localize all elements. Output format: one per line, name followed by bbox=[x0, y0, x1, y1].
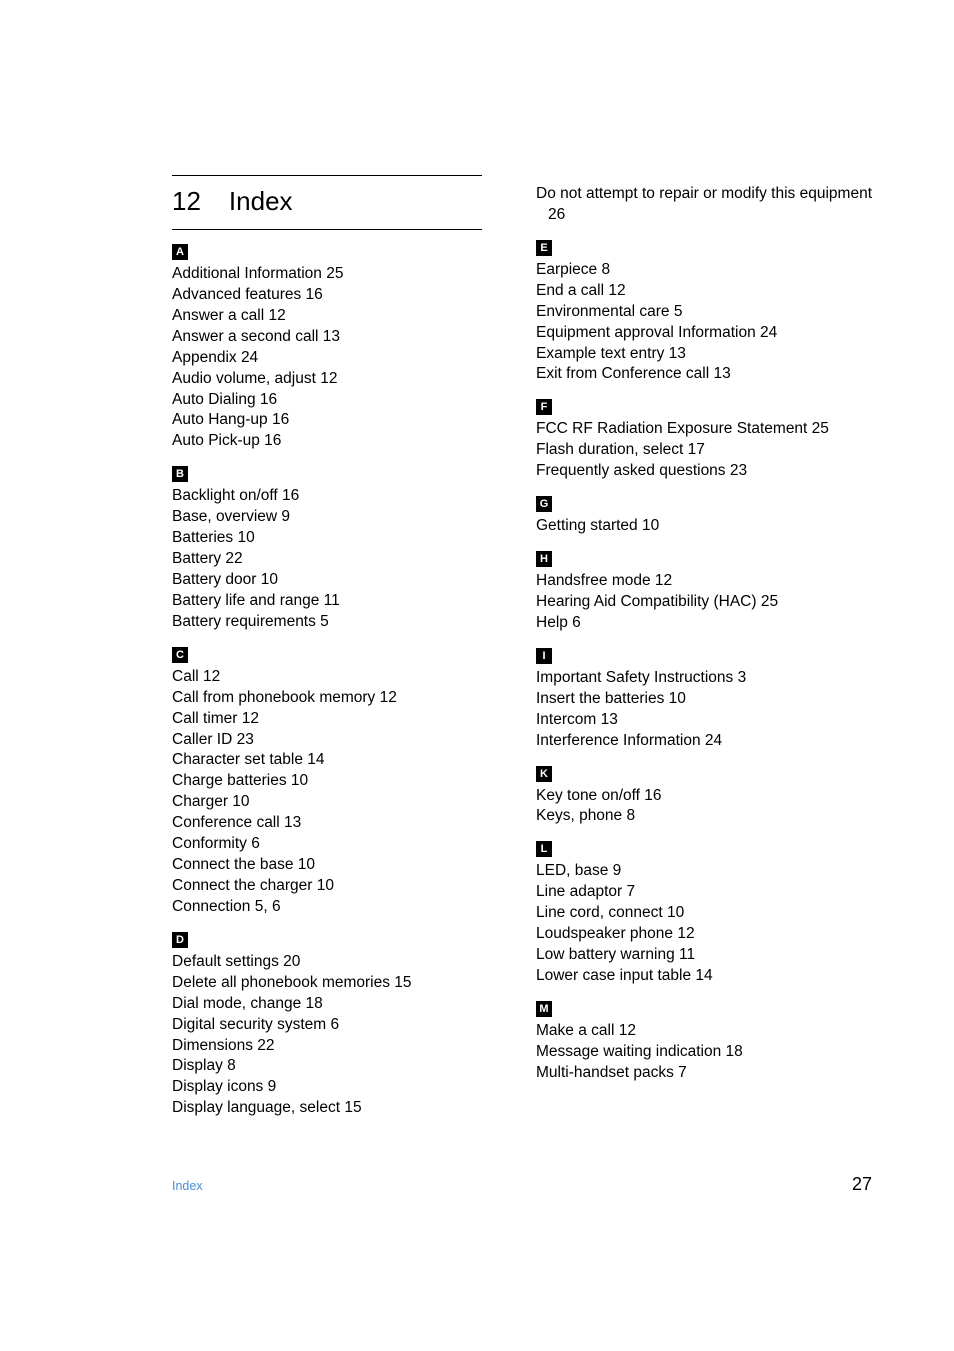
index-columns: A Additional Information 25Advanced featu… bbox=[172, 242, 872, 1142]
index-entry: Answer a call 12 bbox=[172, 306, 508, 327]
index-entry: Battery 22 bbox=[172, 549, 508, 570]
index-entry: Interference Information 24 bbox=[536, 731, 872, 752]
index-entry: Auto Pick-up 16 bbox=[172, 431, 508, 452]
index-entry: Environmental care 5 bbox=[536, 302, 872, 323]
index-entry: Exit from Conference call 13 bbox=[536, 364, 872, 385]
rule-top bbox=[172, 175, 482, 176]
index-entry: Line cord, connect 10 bbox=[536, 903, 872, 924]
index-entry: Important Safety Instructions 3 bbox=[536, 668, 872, 689]
index-entry: Digital security system 6 bbox=[172, 1015, 508, 1036]
index-entry: Do not attempt to repair or modify this … bbox=[536, 184, 872, 226]
index-entry: Display 8 bbox=[172, 1056, 508, 1077]
index-entry: Charge batteries 10 bbox=[172, 771, 508, 792]
index-entry: Low battery warning 11 bbox=[536, 945, 872, 966]
index-entry: Dimensions 22 bbox=[172, 1036, 508, 1057]
index-entry: Batteries 10 bbox=[172, 528, 508, 549]
index-entry: Default settings 20 bbox=[172, 952, 508, 973]
index-entry: Key tone on/off 16 bbox=[536, 786, 872, 807]
index-entry: Display language, select 15 bbox=[172, 1098, 508, 1119]
index-letter-badge: H bbox=[536, 551, 552, 567]
index-entry: Message waiting indication 18 bbox=[536, 1042, 872, 1063]
index-entry: Handsfree mode 12 bbox=[536, 571, 872, 592]
index-entry: End a call 12 bbox=[536, 281, 872, 302]
index-column-left: A Additional Information 25Advanced featu… bbox=[172, 242, 508, 1142]
page: 12 Index A Additional Information 25Advan… bbox=[0, 0, 954, 1351]
index-entry: Frequently asked questions 23 bbox=[536, 461, 872, 482]
index-entry: Keys, phone 8 bbox=[536, 806, 872, 827]
footer-page-number: 27 bbox=[852, 1174, 872, 1195]
index-entry: Conference call 13 bbox=[172, 813, 508, 834]
index-entry: Call 12 bbox=[172, 667, 508, 688]
index-letter-badge: E bbox=[536, 240, 552, 256]
index-letter-badge: F bbox=[536, 399, 552, 415]
index-entry: Lower case input table 14 bbox=[536, 966, 872, 987]
index-entry: Insert the batteries 10 bbox=[536, 689, 872, 710]
index-entry: Connect the charger 10 bbox=[172, 876, 508, 897]
index-entry: Line adaptor 7 bbox=[536, 882, 872, 903]
index-entry: Hearing Aid Compatibility (HAC) 25 bbox=[536, 592, 872, 613]
index-letter-badge: M bbox=[536, 1001, 552, 1017]
index-entry: Battery door 10 bbox=[172, 570, 508, 591]
index-letter-badge: K bbox=[536, 766, 552, 782]
index-letter-badge: B bbox=[172, 466, 188, 482]
index-entry: Multi-handset packs 7 bbox=[536, 1063, 872, 1084]
index-column-right: Do not attempt to repair or modify this … bbox=[536, 184, 872, 1084]
index-entry: Character set table 14 bbox=[172, 750, 508, 771]
index-entry: Earpiece 8 bbox=[536, 260, 872, 281]
index-entry: Battery requirements 5 bbox=[172, 612, 508, 633]
index-letter-badge: I bbox=[536, 648, 552, 664]
footer-section-label: Index bbox=[172, 1179, 203, 1193]
index-entry: Answer a second call 13 bbox=[172, 327, 508, 348]
index-entry: Example text entry 13 bbox=[536, 344, 872, 365]
index-entry: Help 6 bbox=[536, 613, 872, 634]
index-entry: Make a call 12 bbox=[536, 1021, 872, 1042]
index-entry: Audio volume, adjust 12 bbox=[172, 369, 508, 390]
index-entry: Loudspeaker phone 12 bbox=[536, 924, 872, 945]
index-entry: Dial mode, change 18 bbox=[172, 994, 508, 1015]
index-entry: Charger 10 bbox=[172, 792, 508, 813]
index-letter-badge: C bbox=[172, 647, 188, 663]
index-entry: Caller ID 23 bbox=[172, 730, 508, 751]
index-letter-badge: D bbox=[172, 932, 188, 948]
index-letter-badge: G bbox=[536, 496, 552, 512]
chapter-number: 12 bbox=[172, 186, 201, 217]
index-entry: Delete all phonebook memories 15 bbox=[172, 973, 508, 994]
index-entry: Additional Information 25 bbox=[172, 264, 508, 285]
index-entry: LED, base 9 bbox=[536, 861, 872, 882]
index-entry: Call timer 12 bbox=[172, 709, 508, 730]
chapter-heading: 12 Index bbox=[172, 186, 482, 217]
index-letter-badge: L bbox=[536, 841, 552, 857]
index-entry: Getting started 10 bbox=[536, 516, 872, 537]
index-entry: Display icons 9 bbox=[172, 1077, 508, 1098]
index-entry: Call from phonebook memory 12 bbox=[172, 688, 508, 709]
index-entry: Advanced features 16 bbox=[172, 285, 508, 306]
chapter-title: Index bbox=[229, 186, 293, 217]
index-entry: FCC RF Radiation Exposure Statement 25 bbox=[536, 419, 872, 440]
index-entry: Auto Dialing 16 bbox=[172, 390, 508, 411]
rule-bottom bbox=[172, 229, 482, 230]
index-entry: Battery life and range 11 bbox=[172, 591, 508, 612]
index-entry: Base, overview 9 bbox=[172, 507, 508, 528]
page-footer: Index 27 bbox=[172, 1174, 872, 1195]
index-entry: Flash duration, select 17 bbox=[536, 440, 872, 461]
index-entry: Connect the base 10 bbox=[172, 855, 508, 876]
index-entry: Backlight on/off 16 bbox=[172, 486, 508, 507]
index-entry: Equipment approval Information 24 bbox=[536, 323, 872, 344]
index-entry: Connection 5, 6 bbox=[172, 897, 508, 918]
index-entry: Intercom 13 bbox=[536, 710, 872, 731]
index-letter-badge: A bbox=[172, 244, 188, 260]
index-entry: Appendix 24 bbox=[172, 348, 508, 369]
index-entry: Conformity 6 bbox=[172, 834, 508, 855]
index-entry: Auto Hang-up 16 bbox=[172, 410, 508, 431]
